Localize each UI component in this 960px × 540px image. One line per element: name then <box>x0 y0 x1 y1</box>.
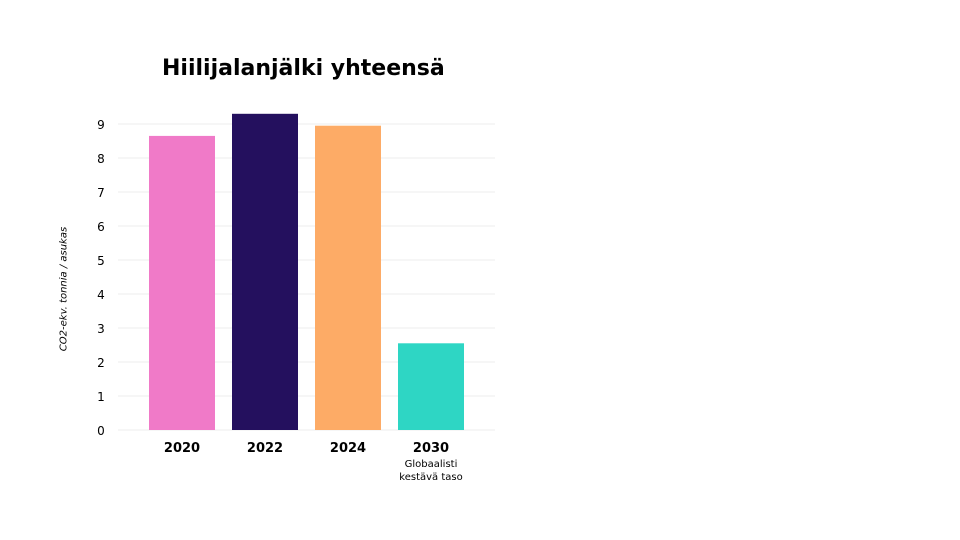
y-tick-label: 4 <box>97 288 105 302</box>
bar-2020 <box>149 135 215 430</box>
x-tick-sublabel: Globaalisti kestävä taso <box>399 459 462 483</box>
y-tick-label: 1 <box>97 390 105 404</box>
y-tick-label: 6 <box>97 220 105 234</box>
y-tick-label: 8 <box>97 152 105 166</box>
x-tick-label: 2020 <box>164 441 200 456</box>
y-tick-label: 0 <box>97 424 105 438</box>
y-tick-label: 5 <box>97 254 105 268</box>
x-tick-label: 2024 <box>330 441 366 456</box>
bar-2030 <box>398 343 464 430</box>
x-tick-label: 2022 <box>247 441 283 456</box>
y-tick-label: 7 <box>97 186 105 200</box>
bar-2024 <box>315 125 381 430</box>
chart-title: Hiilijalanjälki yhteensä <box>162 56 445 81</box>
y-tick-label: 3 <box>97 322 105 336</box>
y-tick-label: 9 <box>97 118 105 132</box>
x-tick-label: 2030 <box>413 441 449 456</box>
y-tick-label: 2 <box>97 356 105 370</box>
bar-2022 <box>232 113 298 431</box>
